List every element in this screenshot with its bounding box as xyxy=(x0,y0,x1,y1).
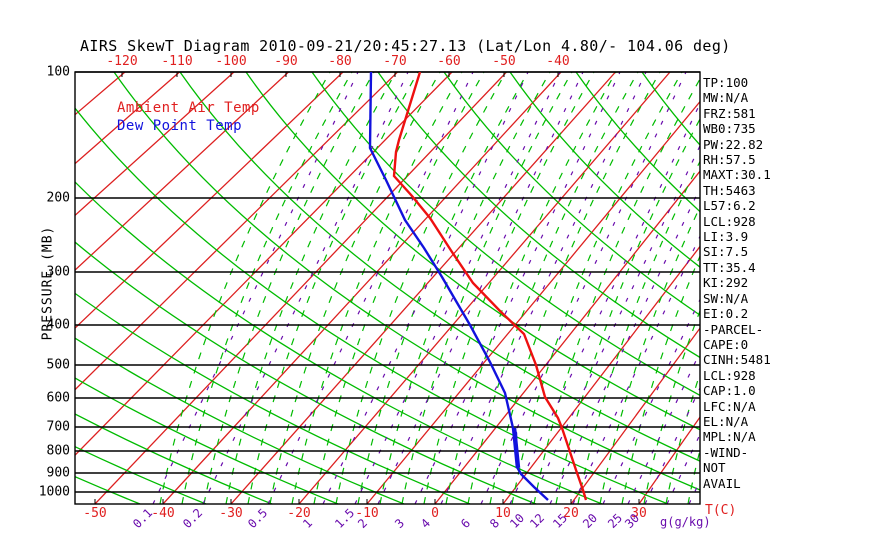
bottom-temp-label: -20 xyxy=(287,506,311,521)
mixing-ratio-lines xyxy=(152,72,700,504)
stat-line: -PARCEL- xyxy=(703,321,764,337)
isotherm-lines xyxy=(75,72,700,504)
pressure-label: 900 xyxy=(46,465,70,481)
dew-point-curve xyxy=(368,72,549,501)
bottom-temp-label: -40 xyxy=(151,506,175,521)
pressure-label: 400 xyxy=(46,317,70,333)
bottom-temp-label: 10 xyxy=(495,506,511,521)
stat-line: LI:3.9 xyxy=(703,229,749,245)
chart-title: AIRS SkewT Diagram 2010-09-21/20:45:27.1… xyxy=(80,37,731,55)
top-temp-label: -110 xyxy=(161,54,193,69)
bottom-temp-label: 30 xyxy=(631,506,647,521)
plot-border xyxy=(74,71,701,505)
bottom-temp-label: -10 xyxy=(355,506,379,521)
legend-ambient-air-temp: Ambient Air Temp xyxy=(117,100,260,116)
stat-line: MPL:N/A xyxy=(703,429,756,445)
top-temp-label: -100 xyxy=(215,54,247,69)
stat-line: MAXT:30.1 xyxy=(703,167,771,183)
stat-line: KI:292 xyxy=(703,275,749,291)
pressure-label: 1000 xyxy=(38,484,70,500)
stat-line: -WIND- xyxy=(703,444,749,460)
pressure-gridlines xyxy=(75,71,700,493)
stat-line: CAP:1.0 xyxy=(703,383,756,399)
pressure-label: 800 xyxy=(46,443,70,459)
sounding-indices-column: TP:100 MW:N/A FRZ:581 WB0:735 PW:22.82 RH:57.… xyxy=(703,75,771,491)
stat-line: L57:6.2 xyxy=(703,198,756,214)
stat-line: SI:7.5 xyxy=(703,244,749,260)
stat-line: CINH:5481 xyxy=(703,352,771,368)
stat-line: LCL:928 xyxy=(703,213,756,229)
stat-line: EI:0.2 xyxy=(703,306,749,322)
axis-ticks xyxy=(94,72,640,504)
sounding-curves xyxy=(368,72,588,501)
pressure-label: 700 xyxy=(46,419,70,435)
pressure-label: 600 xyxy=(46,390,70,406)
legend-dew-point-temp: Dew Point Temp xyxy=(117,118,243,134)
top-temp-label: -50 xyxy=(492,54,516,69)
stat-line: SW:N/A xyxy=(703,290,749,306)
pressure-label: 100 xyxy=(46,64,70,80)
bottom-temp-label: 20 xyxy=(563,506,579,521)
stat-line: PW:22.82 xyxy=(703,136,764,152)
stat-line: MW:N/A xyxy=(703,90,749,106)
stat-line: LCL:928 xyxy=(703,367,756,383)
temp-unit-label: T(C) xyxy=(705,503,737,518)
stat-line: AVAIL xyxy=(703,475,741,491)
top-temp-label: -90 xyxy=(274,54,298,69)
stat-line: TT:35.4 xyxy=(703,259,756,275)
pressure-label: 200 xyxy=(46,190,70,206)
dew-point-thick-segment xyxy=(511,427,521,469)
stat-line: RH:57.5 xyxy=(703,152,756,168)
stat-line: EL:N/A xyxy=(703,413,749,429)
top-temp-label: -80 xyxy=(328,54,352,69)
stat-line: TH:5463 xyxy=(703,182,756,198)
stat-line: NOT xyxy=(703,460,726,476)
top-temp-label: -70 xyxy=(383,54,407,69)
stat-line: TP:100 xyxy=(703,75,749,90)
stat-line: WB0:735 xyxy=(703,121,756,137)
pressure-label: 300 xyxy=(46,264,70,280)
top-temp-label: -40 xyxy=(546,54,570,69)
stat-line: LFC:N/A xyxy=(703,398,756,414)
top-temp-label: -60 xyxy=(437,54,461,69)
bottom-temp-label: -30 xyxy=(219,506,243,521)
top-temp-label: -120 xyxy=(106,54,138,69)
mixing-ratio-unit-label: g(g/kg) xyxy=(660,515,711,529)
moist-adiabat-lines xyxy=(159,72,700,504)
bottom-temp-label: 0 xyxy=(431,506,439,521)
pressure-label: 500 xyxy=(46,357,70,373)
bottom-temp-label: -50 xyxy=(83,506,107,521)
stat-line: CAPE:0 xyxy=(703,336,749,352)
ambient-temp-curve xyxy=(392,72,588,501)
stat-line: FRZ:581 xyxy=(703,105,756,121)
